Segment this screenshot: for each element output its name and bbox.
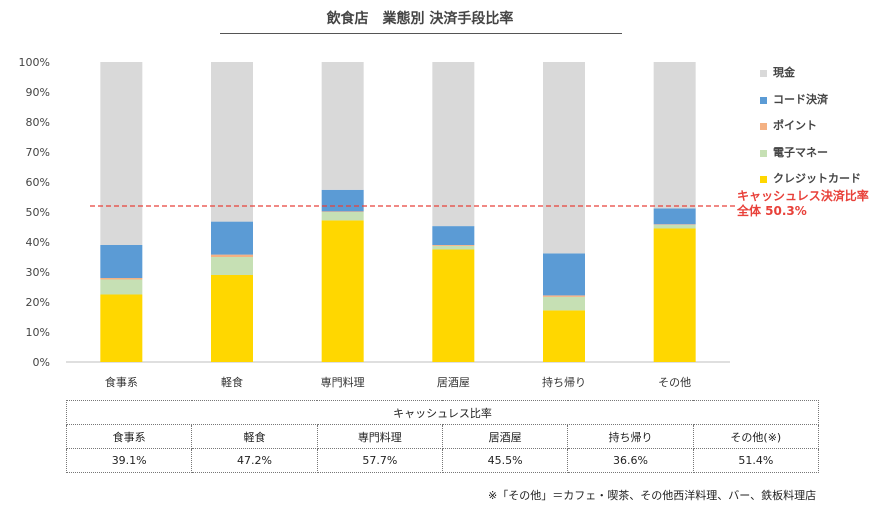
bar-segment bbox=[211, 221, 253, 255]
bar-segment bbox=[211, 254, 253, 257]
bar-segment bbox=[543, 296, 585, 311]
y-tick-label: 50% bbox=[26, 206, 50, 219]
bar-segment bbox=[211, 62, 253, 222]
table-column-label: 持ち帰り bbox=[567, 424, 694, 449]
bar-segment bbox=[653, 224, 696, 229]
table-value: 51.4% bbox=[692, 448, 820, 473]
legend-swatch-credit-card bbox=[760, 175, 767, 183]
title-underline bbox=[220, 33, 622, 34]
legend-item-e-money: 電子マネー bbox=[760, 146, 828, 160]
bar-segment bbox=[432, 245, 475, 246]
stacked-bar-chart: 0% 10% 20% 30% 40% 50% 60% 70% 80% 90% 100% 食事系 軽食 専門… bbox=[19, 56, 736, 389]
bar-segment bbox=[653, 224, 696, 225]
y-tick-label: 60% bbox=[26, 176, 50, 189]
y-tick-label: 20% bbox=[26, 296, 50, 309]
bar-segment bbox=[432, 245, 475, 250]
bar-segment bbox=[321, 62, 364, 190]
bar-segment bbox=[432, 249, 475, 362]
bar-segment bbox=[321, 212, 364, 221]
legend-label-code-payment: コード決済 bbox=[773, 93, 828, 106]
table-value: 36.6% bbox=[567, 448, 694, 473]
bar-segment bbox=[211, 257, 253, 275]
bar-segment bbox=[432, 226, 475, 245]
legend-item-points: ポイント bbox=[760, 119, 817, 133]
bar-segment bbox=[653, 208, 696, 225]
reference-line-label-2: 全体 50.3% bbox=[737, 204, 807, 218]
bar-segment bbox=[653, 62, 696, 209]
legend-label-credit-card: クレジットカード bbox=[773, 172, 861, 185]
y-tick-label: 10% bbox=[26, 326, 50, 339]
bar-segment bbox=[100, 294, 143, 362]
legend-item-code-payment: コード決済 bbox=[760, 93, 828, 107]
legend-label-e-money: 電子マネー bbox=[773, 146, 828, 159]
cashless-ratio-table: キャッシュレス比率 食事系 軽食 専門料理 居酒屋 持ち帰り その他(※) 39… bbox=[65, 400, 820, 473]
bar-segment bbox=[432, 62, 475, 227]
y-tick-label: 80% bbox=[26, 116, 50, 129]
bar-segment bbox=[543, 295, 585, 297]
bar-segment bbox=[653, 228, 696, 362]
legend-swatch-code-payment bbox=[760, 96, 767, 104]
legend-label-cash: 現金 bbox=[773, 66, 795, 79]
table-value-row: 39.1% 47.2% 57.7% 45.5% 36.6% 51.4% bbox=[65, 448, 820, 473]
chart-title: 飲食店 業態別 決済手段比率 bbox=[326, 11, 514, 27]
x-tick-label: 専門料理 bbox=[321, 375, 365, 389]
bar-segment bbox=[321, 211, 364, 212]
legend-label-points: ポイント bbox=[773, 119, 817, 132]
bar-segment bbox=[211, 275, 253, 362]
x-tick-label: その他 bbox=[658, 376, 691, 389]
x-tick-label: 食事系 bbox=[105, 375, 138, 389]
bar-segment bbox=[321, 220, 364, 362]
table-header: キャッシュレス比率 bbox=[66, 400, 819, 425]
bar-segment bbox=[100, 62, 143, 245]
footnote: ※「その他」＝カフェ・喫茶、その他西洋料理、バー、鉄板料理店 bbox=[488, 489, 817, 502]
x-tick-label: 軽食 bbox=[221, 375, 243, 389]
y-tick-label: 30% bbox=[26, 266, 50, 279]
bar-segment bbox=[100, 278, 143, 280]
y-tick-label: 90% bbox=[26, 86, 50, 99]
y-tick-label: 100% bbox=[19, 56, 50, 69]
bar-segment bbox=[100, 245, 143, 278]
x-tick-label: 持ち帰り bbox=[542, 375, 586, 389]
legend-item-cash: 現金 bbox=[760, 66, 795, 80]
legend-swatch-cash bbox=[760, 69, 767, 77]
table-column-row: 食事系 軽食 専門料理 居酒屋 持ち帰り その他(※) bbox=[65, 424, 820, 449]
table-value: 45.5% bbox=[441, 448, 569, 473]
reference-line-label-1: キャッシュレス決済比率 bbox=[737, 189, 869, 203]
y-tick-label: 40% bbox=[26, 236, 50, 249]
x-tick-label: 居酒屋 bbox=[437, 376, 470, 389]
table-column-label: 食事系 bbox=[65, 424, 193, 449]
bar-segment bbox=[100, 279, 143, 295]
bar-segment bbox=[543, 310, 585, 362]
bar-segment bbox=[543, 62, 585, 254]
table-column-label: その他(※) bbox=[692, 424, 820, 449]
table-header-row: キャッシュレス比率 bbox=[66, 400, 819, 425]
bar-segment bbox=[321, 189, 364, 212]
table-value: 47.2% bbox=[191, 448, 318, 473]
legend-item-credit-card: クレジットカード bbox=[760, 172, 861, 186]
table-value: 39.1% bbox=[65, 448, 193, 473]
bar-segment bbox=[543, 253, 585, 296]
y-tick-label: 70% bbox=[26, 146, 50, 159]
legend-swatch-points bbox=[760, 122, 767, 130]
table-value: 57.7% bbox=[316, 448, 443, 473]
reference-line-label: キャッシュレス決済比率 全体 50.3% bbox=[737, 189, 869, 219]
table-column-label: 居酒屋 bbox=[441, 424, 569, 449]
table-column-label: 軽食 bbox=[191, 424, 318, 449]
legend-swatch-e-money bbox=[760, 149, 767, 157]
y-tick-label: 0% bbox=[33, 356, 50, 369]
table-column-label: 専門料理 bbox=[316, 424, 443, 449]
